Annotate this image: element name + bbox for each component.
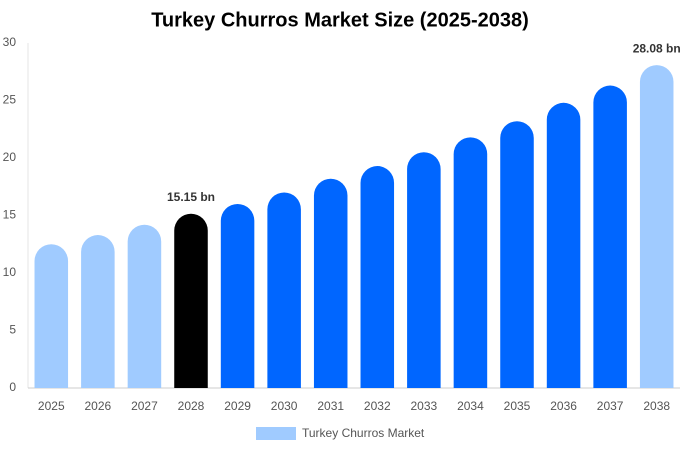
legend-swatch [256, 427, 296, 440]
x-tick-label: 2027 [131, 399, 158, 413]
bar [453, 137, 488, 388]
x-tick-label: 2034 [457, 399, 484, 413]
bar [81, 235, 115, 388]
x-tick-label: 2025 [38, 399, 65, 413]
bar [360, 166, 395, 388]
x-tick-label: 2029 [224, 399, 251, 413]
bar [127, 224, 162, 388]
bar [407, 152, 441, 388]
x-tick-label: 2033 [411, 399, 438, 413]
y-tick-label: 15 [3, 208, 17, 222]
bar [639, 65, 674, 389]
bar [220, 204, 255, 388]
x-tick-label: 2035 [504, 399, 531, 413]
value-label: 28.08 bn [633, 41, 680, 55]
bar [267, 192, 301, 388]
y-tick-label: 30 [3, 35, 17, 49]
x-tick-label: 2031 [317, 399, 344, 413]
y-tick-label: 20 [3, 150, 17, 164]
legend-label: Turkey Churros Market [302, 426, 425, 440]
x-tick-label: 2026 [85, 399, 112, 413]
y-tick-label: 0 [9, 380, 16, 394]
y-tick-label: 5 [9, 323, 16, 337]
x-tick-label: 2038 [643, 399, 670, 413]
bar [546, 102, 581, 389]
y-tick-label: 25 [3, 93, 17, 107]
x-tick-label: 2032 [364, 399, 391, 413]
x-tick-label: 2030 [271, 399, 298, 413]
bar [593, 85, 627, 389]
bar [34, 244, 69, 388]
bar [174, 213, 208, 388]
y-tick-label: 10 [3, 265, 17, 279]
value-label: 15.15 bn [167, 190, 215, 204]
bar [500, 121, 534, 388]
bar [313, 178, 348, 388]
chart-title: Turkey Churros Market Size (2025-2038) [151, 9, 529, 31]
x-tick-label: 2036 [550, 399, 577, 413]
x-tick-label: 2028 [178, 399, 205, 413]
x-tick-label: 2037 [597, 399, 624, 413]
